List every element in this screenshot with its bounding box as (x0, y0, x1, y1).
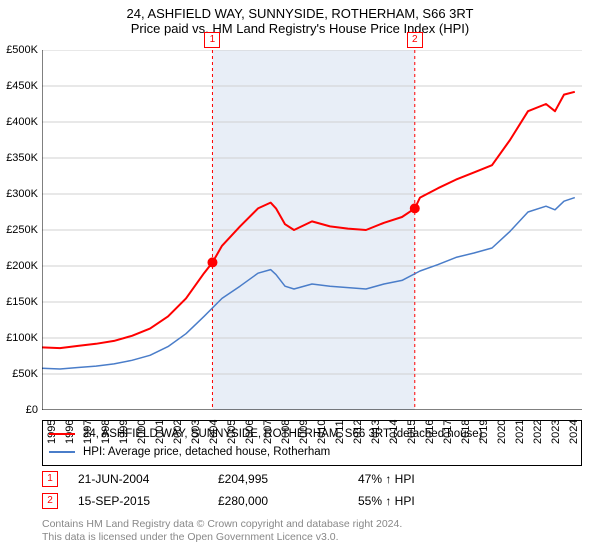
sale-rows: 1 21-JUN-2004 £204,995 47% ↑ HPI 2 15-SE… (42, 468, 582, 512)
sale-date-2: 15-SEP-2015 (78, 494, 218, 508)
y-tick-label: £100K (0, 332, 38, 344)
legend-label-property: 24, ASHFIELD WAY, SUNNYSIDE, ROTHERHAM, … (83, 428, 482, 440)
y-tick-label: £250K (0, 224, 38, 236)
y-tick-label: £200K (0, 260, 38, 272)
y-tick-label: £350K (0, 152, 38, 164)
y-tick-label: £300K (0, 188, 38, 200)
legend-label-hpi: HPI: Average price, detached house, Roth… (83, 446, 330, 458)
title-block: 24, ASHFIELD WAY, SUNNYSIDE, ROTHERHAM, … (0, 0, 600, 36)
legend-swatch-hpi (49, 451, 75, 453)
sale-row-2: 2 15-SEP-2015 £280,000 55% ↑ HPI (42, 490, 582, 512)
y-tick-label: £50K (0, 368, 38, 380)
footnote: Contains HM Land Registry data © Crown c… (42, 518, 582, 544)
y-tick-label: £150K (0, 296, 38, 308)
sale-price-1: £204,995 (218, 472, 358, 486)
sale-marker-badge: 2 (407, 32, 423, 48)
sale-price-2: £280,000 (218, 494, 358, 508)
y-tick-label: £500K (0, 44, 38, 56)
sale-badge-2: 2 (42, 493, 58, 509)
chart-container: 24, ASHFIELD WAY, SUNNYSIDE, ROTHERHAM, … (0, 0, 600, 560)
legend-row-property: 24, ASHFIELD WAY, SUNNYSIDE, ROTHERHAM, … (49, 425, 575, 443)
title-line-2: Price paid vs. HM Land Registry's House … (0, 21, 600, 36)
y-tick-label: £450K (0, 80, 38, 92)
sale-pct-2: 55% ↑ HPI (358, 494, 498, 508)
sale-pct-1: 47% ↑ HPI (358, 472, 498, 486)
sale-badge-1: 1 (42, 471, 58, 487)
legend: 24, ASHFIELD WAY, SUNNYSIDE, ROTHERHAM, … (42, 420, 582, 466)
footnote-line-1: Contains HM Land Registry data © Crown c… (42, 518, 582, 531)
y-tick-label: £0 (0, 404, 38, 416)
plot-area (42, 50, 582, 410)
title-line-1: 24, ASHFIELD WAY, SUNNYSIDE, ROTHERHAM, … (0, 6, 600, 21)
legend-swatch-property (49, 433, 75, 435)
y-tick-label: £400K (0, 116, 38, 128)
footnote-line-2: This data is licensed under the Open Gov… (42, 531, 582, 544)
sale-row-1: 1 21-JUN-2004 £204,995 47% ↑ HPI (42, 468, 582, 490)
legend-row-hpi: HPI: Average price, detached house, Roth… (49, 443, 575, 461)
sale-date-1: 21-JUN-2004 (78, 472, 218, 486)
sale-marker-badge: 1 (204, 32, 220, 48)
plot-svg (42, 50, 582, 410)
